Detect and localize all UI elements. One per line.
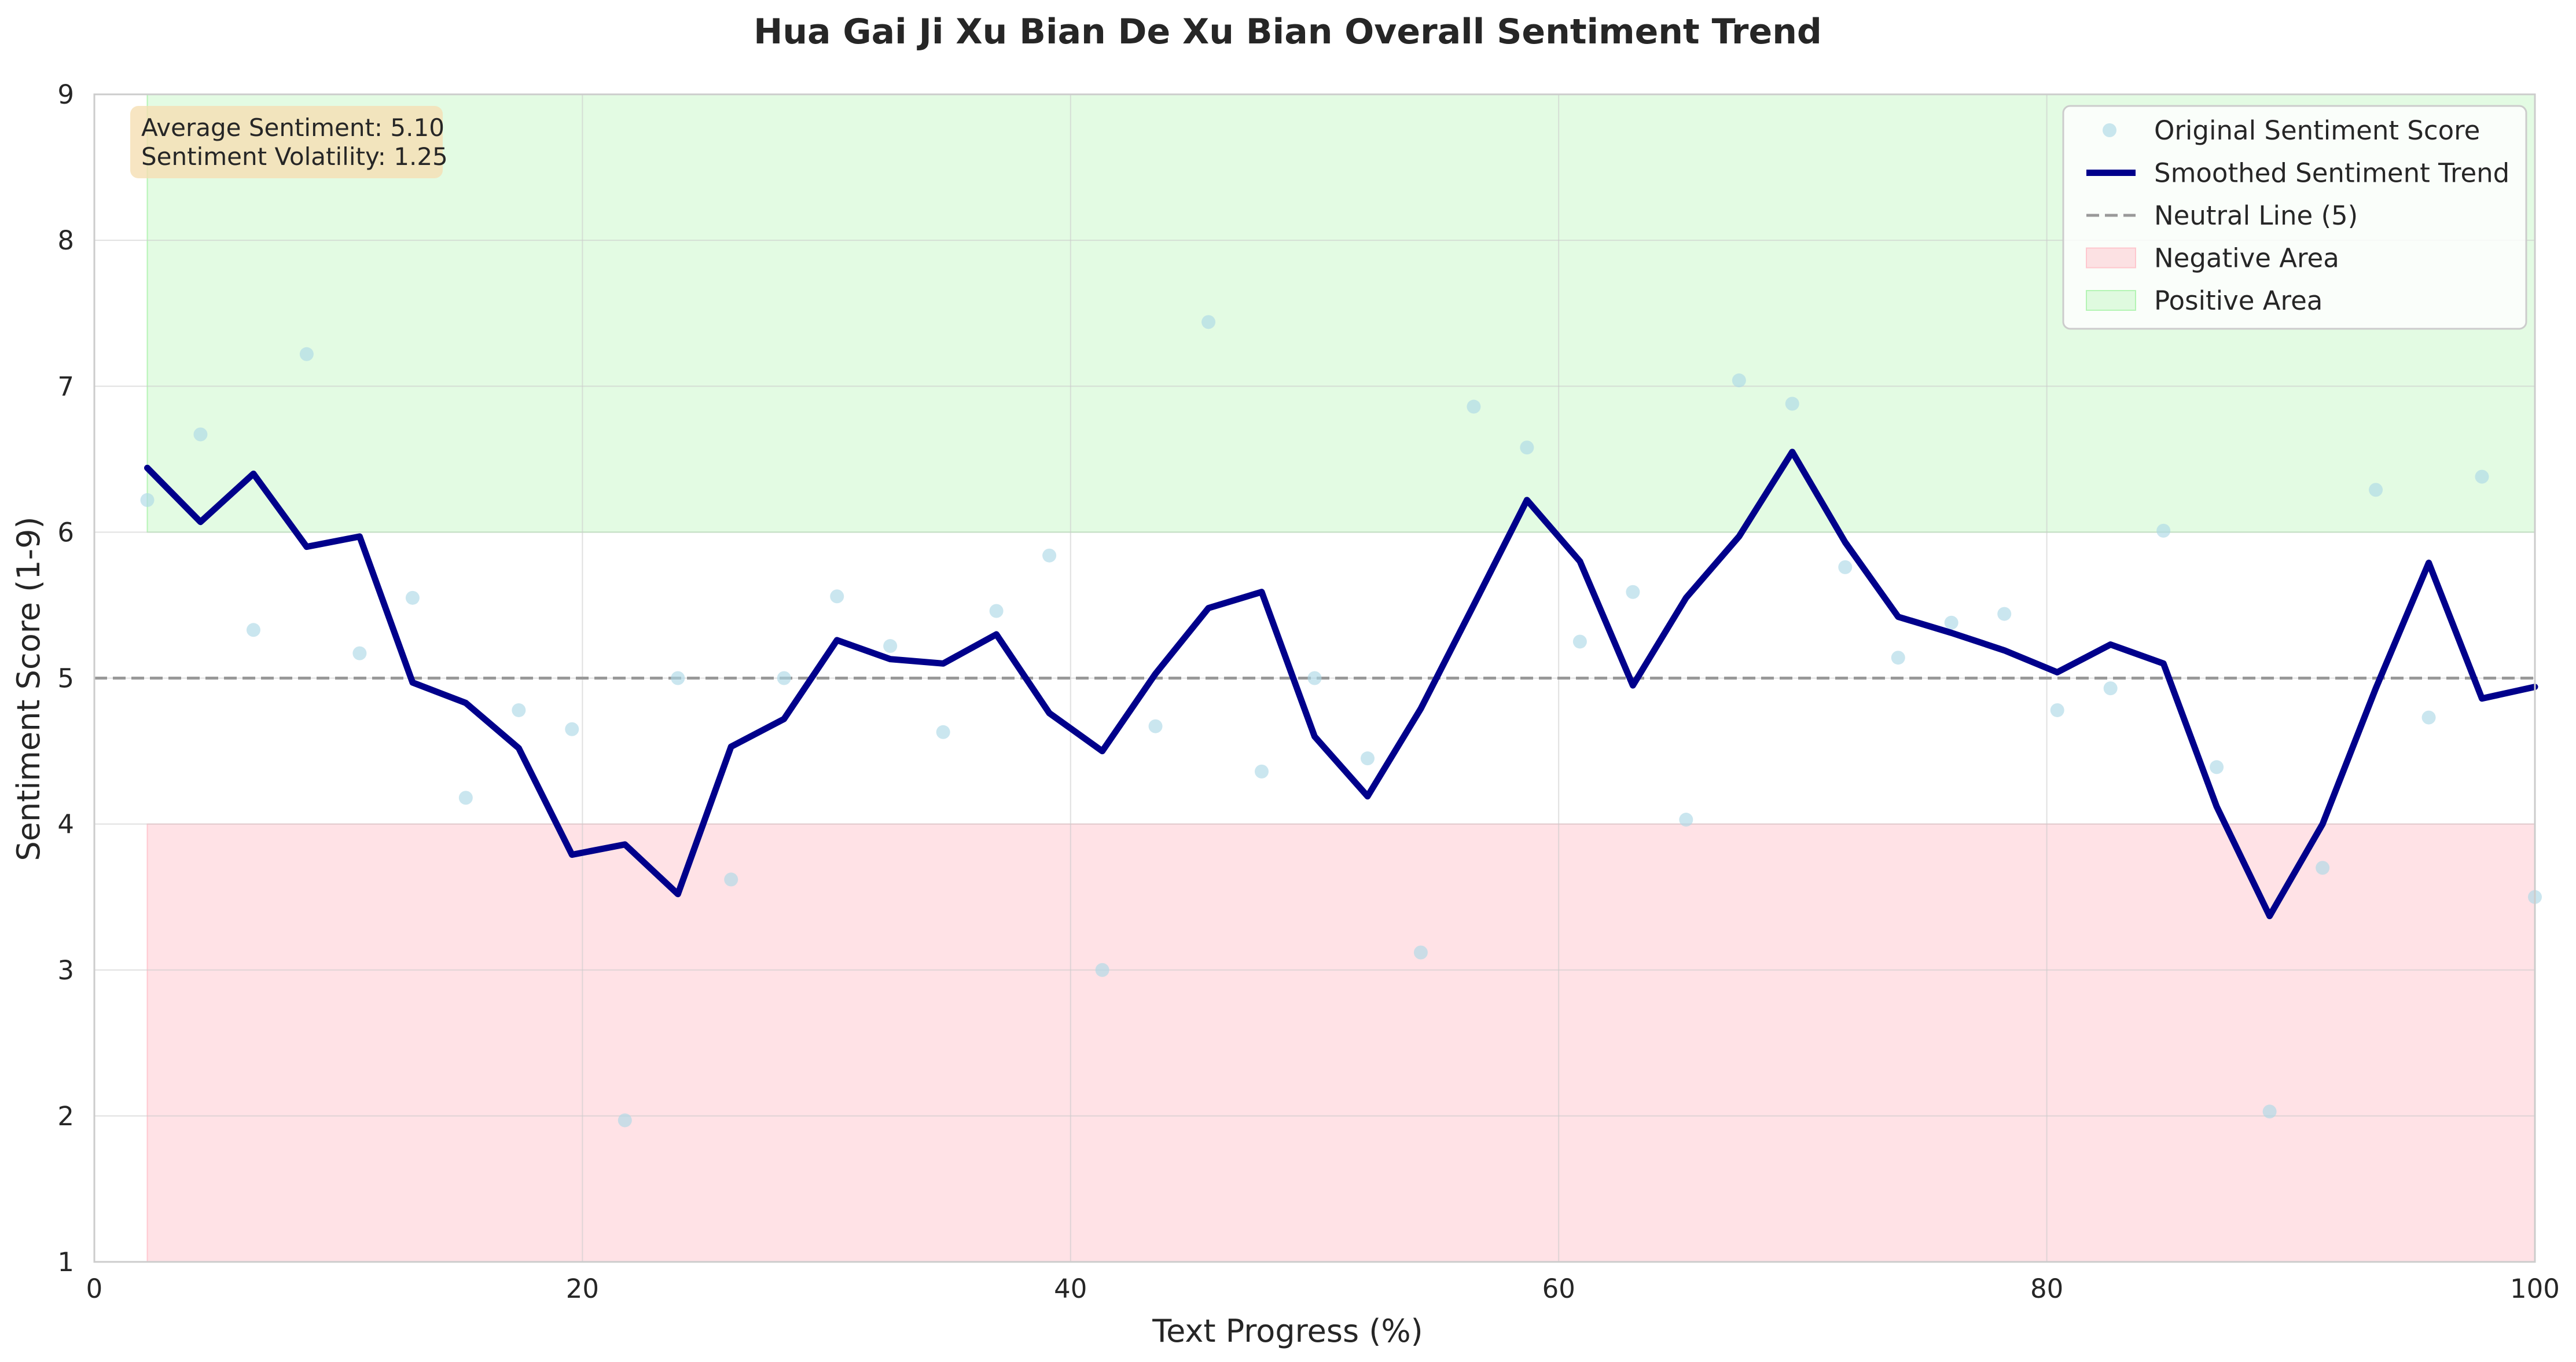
legend-swatch-scatter — [2103, 123, 2116, 137]
legend-label: Neutral Line (5) — [2154, 200, 2358, 231]
scatter-point — [936, 725, 950, 739]
scatter-point — [2475, 469, 2489, 484]
scatter-point — [1361, 751, 1375, 766]
legend-box — [2062, 105, 2527, 330]
scatter-point — [1997, 607, 2012, 621]
scatter-point — [1785, 397, 1799, 411]
scatter-point — [246, 623, 260, 637]
scatter-point — [352, 646, 367, 660]
legend-label: Negative Area — [2154, 243, 2339, 274]
y-tick-label: 3 — [57, 955, 74, 986]
scatter-point — [565, 722, 579, 736]
scatter-point — [299, 347, 314, 361]
plot-frame — [93, 93, 2536, 1263]
x-tick-label: 40 — [1054, 1273, 1087, 1304]
scatter-point — [1307, 671, 1322, 685]
scatter-point — [777, 671, 791, 685]
x-tick-label: 80 — [2030, 1273, 2063, 1304]
legend: Original Sentiment Score Smoothed Sentime… — [2062, 105, 2527, 330]
legend-label: Original Sentiment Score — [2154, 115, 2480, 146]
scatter-point — [1520, 440, 1534, 455]
scatter-point — [1679, 813, 1693, 827]
scatter-point — [1626, 585, 1640, 599]
scatter-point — [512, 703, 526, 717]
scatter-point — [2262, 1104, 2277, 1119]
y-tick-label: 8 — [57, 225, 74, 256]
scatter-point — [2050, 703, 2064, 717]
scatter-point — [2421, 710, 2436, 725]
y-axis-label: Sentiment Score (1-9) — [10, 516, 47, 861]
y-tick-label: 4 — [57, 809, 74, 840]
scatter-point — [989, 604, 1004, 618]
x-tick-label: 100 — [2510, 1273, 2560, 1304]
x-tick-label: 60 — [1542, 1273, 1575, 1304]
scatter-point — [1201, 315, 1216, 329]
scatter-point — [140, 493, 155, 507]
scatter-point — [1254, 764, 1269, 779]
negative-area — [146, 823, 2536, 1262]
scatter-point — [724, 872, 738, 887]
smoothed-trend-line — [144, 449, 2538, 919]
scatter-point — [2156, 523, 2171, 538]
scatter-point — [1891, 651, 1905, 665]
y-tick-label: 5 — [57, 663, 74, 694]
x-axis-label: Text Progress (%) — [1152, 1313, 1423, 1349]
scatter-point — [193, 427, 208, 442]
scatter-point — [2210, 760, 2224, 774]
scatter-point — [1572, 634, 1587, 649]
chart-title: Hua Gai Ji Xu Bian De Xu Bian Overall Se… — [754, 12, 1822, 52]
scatter-point — [1944, 615, 1958, 630]
x-tick-label: 0 — [86, 1273, 103, 1304]
scatter-point — [1042, 548, 1057, 563]
scatter-point — [405, 590, 420, 605]
legend-swatch-negative — [2086, 247, 2136, 269]
scatter-point — [883, 639, 898, 654]
scatter-point — [830, 589, 844, 604]
scatter-point — [1467, 399, 1481, 414]
scatter-point — [2103, 681, 2118, 696]
y-tick-label: 6 — [57, 517, 74, 548]
scatter-point — [618, 1113, 632, 1128]
scatter-point — [1732, 373, 1746, 388]
scatter-point — [671, 671, 685, 685]
y-tick-label: 7 — [57, 371, 74, 402]
legend-label: Positive Area — [2154, 285, 2323, 316]
x-tick-label: 20 — [566, 1273, 599, 1304]
stats-annotation-line: Sentiment Volatility: 1.25 — [141, 142, 448, 171]
y-tick-label: 1 — [57, 1247, 74, 1277]
y-tick-label: 9 — [57, 79, 74, 110]
legend-label: Smoothed Sentiment Trend — [2154, 158, 2509, 189]
scatter-point — [2316, 861, 2330, 875]
stats-box-background — [130, 106, 443, 178]
scatter-point — [1148, 719, 1163, 733]
stats-annotation-line: Average Sentiment: 5.10 — [141, 113, 444, 142]
scatter-point — [2369, 483, 2383, 497]
scatter-point — [1838, 560, 1853, 574]
y-tick-label: 2 — [57, 1101, 74, 1132]
scatter-point — [1413, 945, 1428, 960]
scatter-point — [458, 791, 473, 805]
legend-swatch-positive — [2086, 290, 2136, 311]
scatter-point — [1095, 963, 1109, 977]
